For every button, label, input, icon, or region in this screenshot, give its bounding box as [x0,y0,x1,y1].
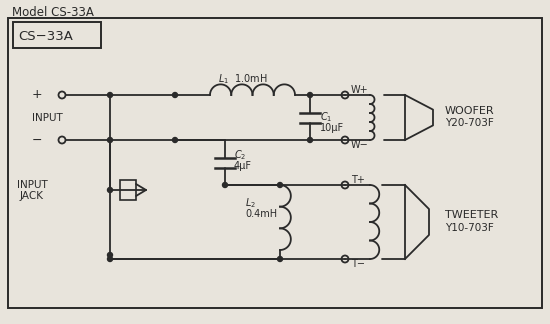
Text: T−: T− [351,259,365,269]
Circle shape [278,257,283,261]
Circle shape [223,182,228,188]
Text: W−: W− [351,140,369,150]
Circle shape [173,137,178,143]
Circle shape [107,257,113,261]
Circle shape [107,137,113,143]
Circle shape [278,182,283,188]
Circle shape [107,252,113,258]
Bar [13,22,101,48]
Bar [8,18,542,308]
Text: 10μF: 10μF [320,123,344,133]
Circle shape [107,92,113,98]
Circle shape [173,92,178,98]
Text: T+: T+ [351,175,365,185]
Text: $L_2$: $L_2$ [245,196,256,210]
Text: +: + [32,88,43,101]
Text: INPUT: INPUT [32,113,63,123]
Text: 4μF: 4μF [234,161,252,171]
Circle shape [107,188,113,192]
Text: TWEETER: TWEETER [445,210,498,220]
Text: Y20-703F: Y20-703F [445,119,494,129]
Text: JACK: JACK [20,191,44,201]
Text: $C_2$: $C_2$ [234,148,246,162]
Text: WOOFER: WOOFER [445,106,494,115]
Text: W+: W+ [351,85,369,95]
Circle shape [307,92,312,98]
Text: 0.4mH: 0.4mH [245,209,277,219]
Text: $C_1$: $C_1$ [320,110,332,124]
Text: CS−33A: CS−33A [18,30,73,43]
Bar [120,180,136,200]
Circle shape [307,137,312,143]
Text: −: − [32,133,42,146]
Text: Model CS-33A: Model CS-33A [12,6,94,18]
Text: INPUT: INPUT [16,180,47,190]
Text: $L_1$  1.0mH: $L_1$ 1.0mH [218,72,268,86]
Text: Y10-703F: Y10-703F [445,223,494,233]
